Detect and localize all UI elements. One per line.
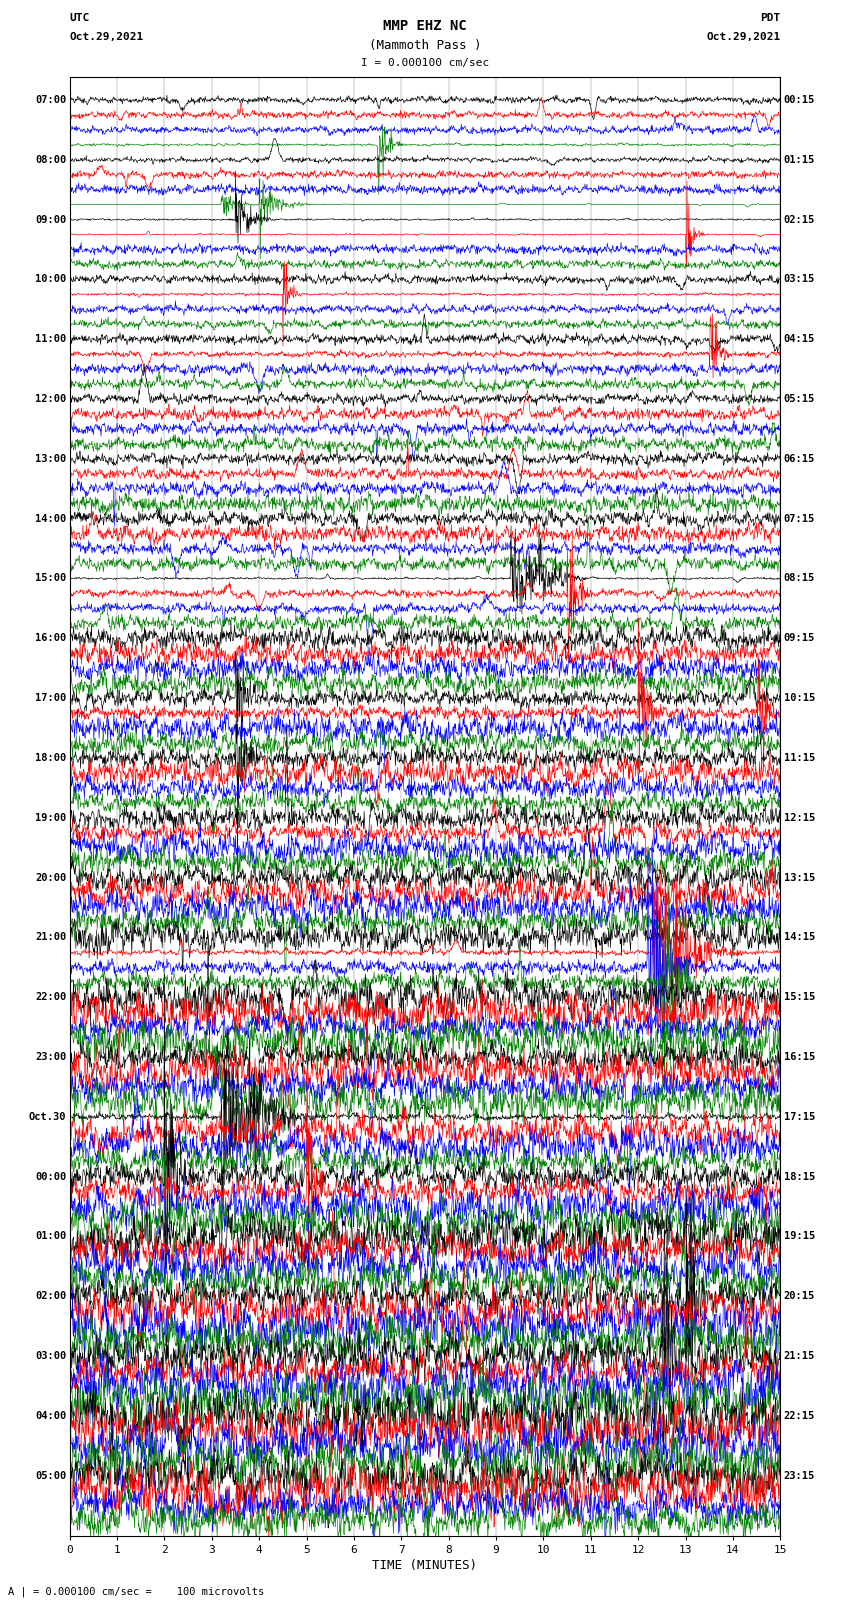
- Text: 21:15: 21:15: [784, 1352, 815, 1361]
- Text: MMP EHZ NC: MMP EHZ NC: [383, 19, 467, 34]
- Text: 11:15: 11:15: [784, 753, 815, 763]
- Text: 20:00: 20:00: [35, 873, 66, 882]
- Text: Oct.29,2021: Oct.29,2021: [706, 32, 780, 42]
- Text: 05:00: 05:00: [35, 1471, 66, 1481]
- Text: 17:15: 17:15: [784, 1111, 815, 1121]
- Text: 14:00: 14:00: [35, 513, 66, 524]
- Text: 12:00: 12:00: [35, 394, 66, 403]
- Text: 08:15: 08:15: [784, 574, 815, 584]
- Text: 11:00: 11:00: [35, 334, 66, 344]
- Text: 01:15: 01:15: [784, 155, 815, 165]
- Text: 05:15: 05:15: [784, 394, 815, 403]
- Text: (Mammoth Pass ): (Mammoth Pass ): [369, 39, 481, 52]
- Text: 07:00: 07:00: [35, 95, 66, 105]
- Text: 21:00: 21:00: [35, 932, 66, 942]
- Text: 15:00: 15:00: [35, 574, 66, 584]
- Text: 10:15: 10:15: [784, 694, 815, 703]
- Text: 19:00: 19:00: [35, 813, 66, 823]
- Text: 19:15: 19:15: [784, 1231, 815, 1242]
- Text: A | = 0.000100 cm/sec =    100 microvolts: A | = 0.000100 cm/sec = 100 microvolts: [8, 1586, 264, 1597]
- Text: 22:00: 22:00: [35, 992, 66, 1002]
- Text: 01:00: 01:00: [35, 1231, 66, 1242]
- Text: 06:15: 06:15: [784, 453, 815, 465]
- Text: 04:00: 04:00: [35, 1411, 66, 1421]
- Text: 22:15: 22:15: [784, 1411, 815, 1421]
- Text: 00:15: 00:15: [784, 95, 815, 105]
- Text: 10:00: 10:00: [35, 274, 66, 284]
- Text: UTC: UTC: [70, 13, 90, 23]
- Text: 03:00: 03:00: [35, 1352, 66, 1361]
- Text: 16:00: 16:00: [35, 634, 66, 644]
- Text: 09:00: 09:00: [35, 215, 66, 224]
- Text: PDT: PDT: [760, 13, 780, 23]
- Text: 13:00: 13:00: [35, 453, 66, 465]
- Text: 23:15: 23:15: [784, 1471, 815, 1481]
- X-axis label: TIME (MINUTES): TIME (MINUTES): [372, 1558, 478, 1571]
- Text: 12:15: 12:15: [784, 813, 815, 823]
- Text: 18:15: 18:15: [784, 1171, 815, 1182]
- Text: 18:00: 18:00: [35, 753, 66, 763]
- Text: 13:15: 13:15: [784, 873, 815, 882]
- Text: 15:15: 15:15: [784, 992, 815, 1002]
- Text: 02:00: 02:00: [35, 1292, 66, 1302]
- Text: 17:00: 17:00: [35, 694, 66, 703]
- Text: 07:15: 07:15: [784, 513, 815, 524]
- Text: Oct.29,2021: Oct.29,2021: [70, 32, 144, 42]
- Text: 00:00: 00:00: [35, 1171, 66, 1182]
- Text: 03:15: 03:15: [784, 274, 815, 284]
- Text: 04:15: 04:15: [784, 334, 815, 344]
- Text: 02:15: 02:15: [784, 215, 815, 224]
- Text: 16:15: 16:15: [784, 1052, 815, 1061]
- Text: 23:00: 23:00: [35, 1052, 66, 1061]
- Text: 09:15: 09:15: [784, 634, 815, 644]
- Text: Oct.30: Oct.30: [29, 1111, 66, 1121]
- Text: I = 0.000100 cm/sec: I = 0.000100 cm/sec: [361, 58, 489, 68]
- Text: 08:00: 08:00: [35, 155, 66, 165]
- Text: 14:15: 14:15: [784, 932, 815, 942]
- Text: 20:15: 20:15: [784, 1292, 815, 1302]
